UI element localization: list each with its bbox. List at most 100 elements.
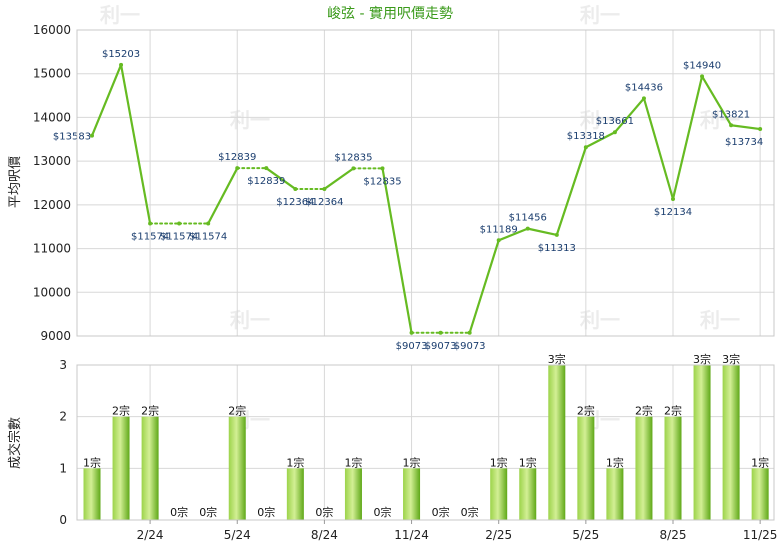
price-line-segment	[497, 227, 529, 242]
price-data-label: $9073	[425, 341, 457, 352]
price-data-label: $11574	[131, 231, 169, 242]
price-line-segment	[265, 167, 297, 191]
price-line-segment	[468, 239, 500, 334]
price-point	[351, 166, 356, 171]
price-data-label: $11574	[189, 231, 227, 242]
x-tick-label: 2/24	[137, 528, 164, 542]
price-point	[90, 133, 94, 138]
price-y-tick: 14000	[33, 110, 71, 124]
axes-layer: 9000 10000 11000 12000 13000 14000 15000 16000 0…	[33, 23, 778, 542]
count-data-label: 0宗	[374, 505, 392, 519]
watermark-text: 利一	[230, 308, 270, 332]
count-bar	[344, 468, 362, 520]
price-point	[525, 226, 530, 231]
x-tick-label: 8/24	[311, 528, 338, 542]
count-data-label: 0宗	[461, 505, 479, 519]
count-data-label: 1宗	[606, 455, 624, 469]
price-point	[409, 330, 414, 335]
price-data-label: $13318	[567, 131, 605, 142]
price-line-segment	[381, 167, 413, 334]
x-tick-label: 2/25	[485, 528, 512, 542]
count-bar	[519, 468, 537, 520]
price-data-label: $14940	[683, 60, 721, 71]
price-line-segment	[613, 97, 646, 134]
price-data-label: $13821	[712, 109, 750, 120]
price-data-label: $11574	[160, 231, 198, 242]
price-line-segment	[729, 124, 762, 131]
price-data-label: $11313	[538, 243, 576, 254]
price-line-series	[90, 62, 763, 335]
price-point	[322, 186, 327, 191]
price-y-tick: 13000	[33, 154, 71, 168]
price-line-segment	[119, 63, 152, 225]
count-bar	[577, 416, 595, 520]
watermark-text: 利一	[580, 108, 620, 132]
count-data-label: 2宗	[577, 404, 595, 418]
count-data-label: 3宗	[548, 352, 566, 366]
price-point	[758, 127, 763, 132]
price-y-tick: 10000	[33, 285, 71, 299]
count-bar	[722, 365, 740, 520]
count-axis-label: 成交宗數	[7, 417, 23, 469]
count-bar	[141, 416, 159, 520]
count-bar	[490, 468, 508, 520]
watermark-text: 利一	[580, 3, 620, 27]
price-point	[206, 221, 211, 226]
price-point	[671, 196, 675, 201]
price-line-segment	[584, 131, 617, 149]
count-data-label: 1宗	[83, 455, 101, 469]
x-tick-label: 5/24	[224, 528, 251, 542]
count-y-tick: 1	[59, 461, 67, 475]
price-data-label: $15203	[102, 49, 140, 60]
count-data-label: 1宗	[519, 455, 537, 469]
count-bar	[606, 468, 624, 520]
count-plot-frame	[76, 364, 775, 521]
count-data-label: 2宗	[664, 404, 682, 418]
price-y-tick: 9000	[40, 329, 71, 343]
count-bar	[286, 468, 304, 520]
price-point	[235, 166, 240, 171]
price-point	[177, 221, 182, 226]
price-point	[729, 123, 734, 128]
count-y-tick: 3	[59, 358, 67, 372]
count-bar	[635, 416, 653, 520]
price-data-label: $11189	[480, 224, 518, 235]
count-data-label: 0宗	[170, 505, 188, 519]
price-point	[554, 232, 559, 237]
count-data-label: 3宗	[693, 352, 711, 366]
price-line-segment	[642, 97, 675, 201]
price-data-label: $13661	[596, 116, 634, 127]
price-axis-label: 平均呎價	[8, 156, 23, 208]
x-tick-label: 11/24	[394, 528, 429, 542]
watermark-text: 利一	[100, 3, 140, 27]
chart-title: 峻弦 - 實用呎價走勢	[327, 5, 453, 22]
price-data-label: $12364	[276, 197, 314, 208]
count-bar	[83, 468, 101, 520]
price-line-segment	[671, 75, 704, 201]
price-data-label: $12839	[218, 152, 256, 163]
count-data-label: 3宗	[722, 352, 740, 366]
watermark-text: 利一	[580, 308, 620, 332]
count-y-tick: 0	[59, 513, 67, 527]
price-point	[293, 186, 298, 191]
price-point	[438, 330, 443, 335]
price-data-label: $12835	[363, 176, 401, 187]
price-point	[583, 145, 588, 150]
price-data-label: $12835	[334, 152, 372, 163]
count-data-label: 2宗	[112, 404, 130, 418]
price-line-segment	[323, 167, 355, 191]
x-tick-label: 11/25	[743, 528, 778, 542]
count-data-label: 1宗	[286, 455, 304, 469]
price-point	[380, 166, 385, 171]
count-data-label: 1宗	[344, 455, 362, 469]
count-data-label: 2宗	[635, 404, 653, 418]
price-y-tick: 11000	[33, 242, 71, 256]
price-data-label: $12839	[247, 176, 285, 187]
x-tick-label: 5/25	[572, 528, 599, 542]
price-data-label: $14436	[625, 82, 663, 93]
price-point	[700, 74, 705, 79]
count-y-tick: 2	[59, 410, 67, 424]
price-line-segment	[207, 167, 239, 225]
